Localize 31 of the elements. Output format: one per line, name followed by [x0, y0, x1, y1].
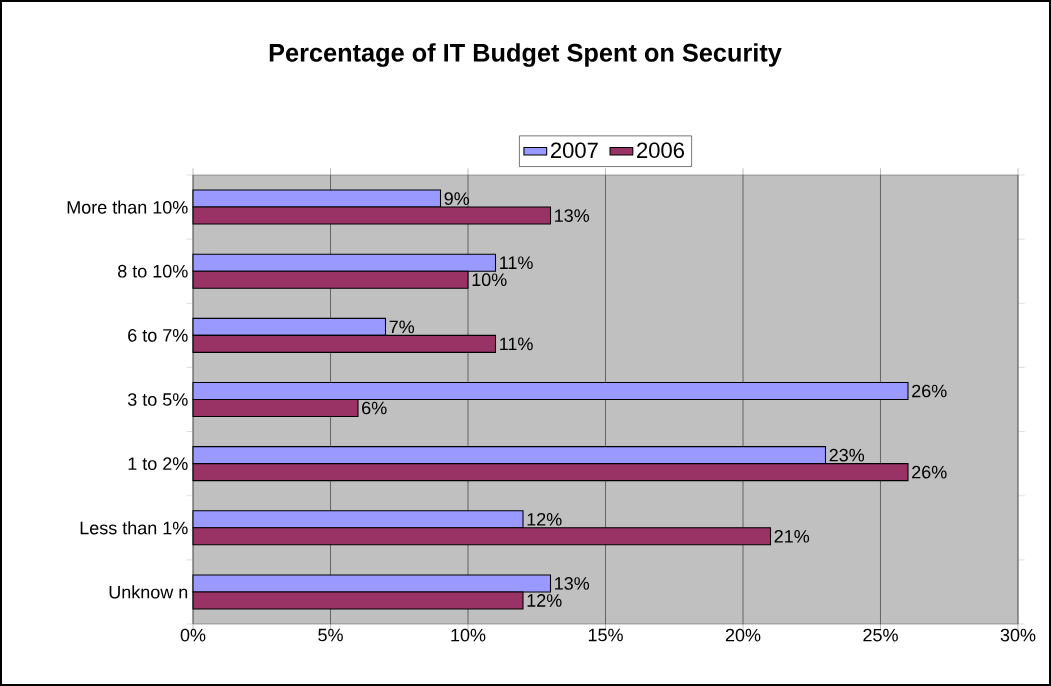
y-tick-label: 3 to 5%	[127, 393, 188, 406]
x-tick-label: 0%	[180, 628, 206, 642]
y-tick-label: Unknow n	[109, 585, 188, 599]
data-label: 21%	[774, 529, 810, 543]
data-label: 6%	[362, 401, 387, 415]
y-tick-label: Less than 1%	[80, 521, 188, 535]
y-tick-label: 6 to 7%	[128, 328, 188, 342]
data-label: 11%	[500, 256, 533, 270]
legend-label: 2007	[551, 142, 598, 159]
x-tick-label: 25%	[863, 628, 898, 642]
y-tick-label: More than 10%	[67, 200, 188, 214]
x-tick-label: 30%	[1000, 628, 1036, 642]
data-label: 13%	[555, 577, 590, 590]
x-tick-label: 20%	[725, 628, 761, 642]
data-label: 9%	[444, 192, 470, 205]
legend-label: 2006	[637, 142, 684, 159]
data-label: 13%	[555, 209, 590, 222]
data-label: 26%	[912, 384, 947, 398]
data-label: 11%	[500, 337, 533, 351]
data-label: 23%	[829, 448, 865, 462]
y-tick-label: 1 to 2%	[128, 457, 188, 470]
data-label: 12%	[527, 512, 562, 526]
x-tick-label: 5%	[318, 628, 343, 642]
data-label: 7%	[389, 320, 415, 334]
x-tick-label: 10%	[451, 628, 486, 642]
chart-title: Percentage of IT Budget Spent on Security	[269, 43, 782, 67]
x-tick-label: 15%	[588, 628, 623, 642]
data-label: 26%	[912, 465, 947, 479]
y-tick-label: 8 to 10%	[118, 264, 188, 278]
data-label: 12%	[527, 594, 562, 607]
data-label: 10%	[472, 273, 507, 287]
